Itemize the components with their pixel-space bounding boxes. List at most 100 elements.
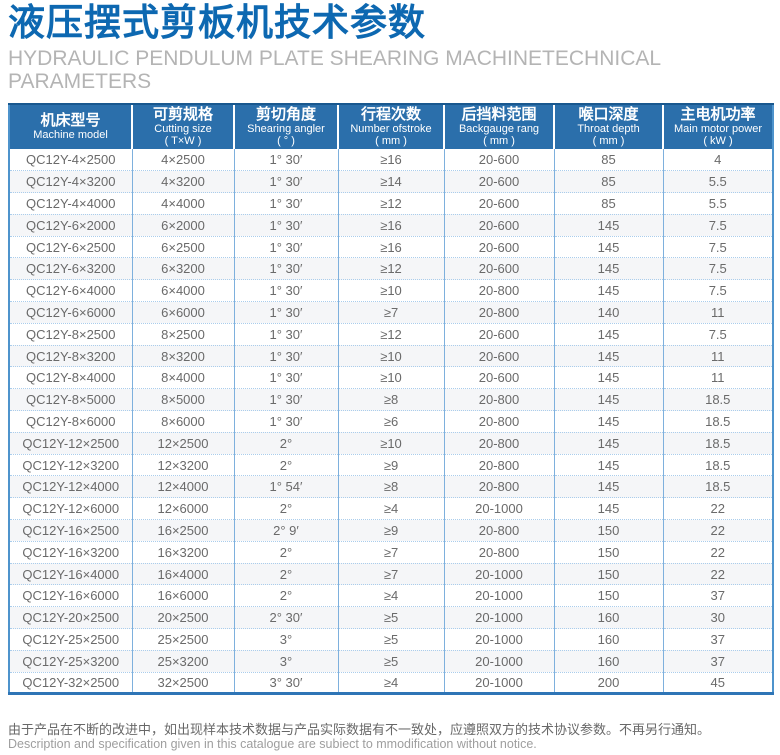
value-cell: ≥10 — [337, 366, 444, 389]
machine-model-cell: QC12Y-6×2500 — [9, 235, 132, 258]
value-cell: 2° 9′ — [233, 519, 338, 542]
value-cell: 140 — [553, 301, 663, 324]
value-cell: 160 — [553, 649, 663, 673]
column-header-cn: 喉口深度 — [578, 106, 639, 123]
value-cell: 20-600 — [443, 213, 554, 237]
table-row: QC12Y-6×6000 6×6000 1° 30′ ≥7 20-800 140 11 — [9, 301, 773, 324]
value-cell: ≥7 — [337, 562, 444, 585]
value-cell: 20-800 — [443, 301, 554, 324]
value-cell: 85 — [553, 192, 663, 215]
value-cell: 18.5 — [662, 431, 773, 455]
column-header-cn: 机床型号 — [40, 112, 101, 129]
value-cell: 1° 30′ — [233, 301, 338, 324]
value-cell: ≥6 — [337, 410, 444, 433]
value-cell: 145 — [553, 497, 663, 520]
spec-table: 机床型号 Machine model 可剪规格 Cutting size( T×W )… — [8, 103, 774, 696]
machine-model-cell: QC12Y-6×3200 — [9, 257, 132, 280]
machine-model-cell: QC12Y-12×6000 — [9, 497, 132, 520]
value-cell: 7.5 — [662, 322, 773, 346]
value-cell: 145 — [553, 388, 663, 411]
value-cell: 1° 30′ — [233, 322, 338, 346]
value-cell: 22 — [662, 519, 773, 542]
machine-model-cell: QC12Y-6×6000 — [9, 301, 132, 324]
value-cell: ≥7 — [337, 301, 444, 324]
value-cell: 145 — [553, 431, 663, 455]
value-cell: 11 — [662, 344, 773, 367]
spec-table-header: 机床型号 Machine model 可剪规格 Cutting size( T×W )… — [9, 103, 773, 149]
value-cell: 20-800 — [443, 279, 554, 302]
value-cell: 2° 30′ — [233, 606, 338, 629]
value-cell: ≥16 — [337, 235, 444, 258]
column-header-unit: ( mm ) — [592, 135, 625, 147]
machine-model-cell: QC12Y-6×4000 — [9, 279, 132, 302]
value-cell: 16×3200 — [131, 540, 234, 564]
value-cell: 8×6000 — [131, 410, 234, 433]
value-cell: 25×2500 — [131, 628, 234, 651]
page-subtitle: HYDRAULIC PENDULUM PLATE SHEARING MACHIN… — [8, 47, 661, 93]
machine-model-cell: QC12Y-8×2500 — [9, 322, 132, 346]
machine-model-cell: QC12Y-12×3200 — [9, 453, 132, 476]
value-cell: 20-1000 — [443, 671, 554, 694]
value-cell: 20-600 — [443, 235, 554, 258]
table-row: QC12Y-16×4000 16×4000 2° ≥7 20-1000 150 22 — [9, 562, 773, 585]
value-cell: 18.5 — [662, 475, 773, 498]
value-cell: ≥8 — [337, 388, 444, 411]
value-cell: 7.5 — [662, 257, 773, 280]
value-cell: ≥16 — [337, 149, 444, 171]
table-row: QC12Y-8×3200 8×3200 1° 30′ ≥10 20-600 145 11 — [9, 344, 773, 367]
value-cell: 1° 30′ — [233, 344, 338, 367]
value-cell: 3° — [233, 649, 338, 673]
machine-model-cell: QC12Y-4×4000 — [9, 192, 132, 215]
value-cell: ≥5 — [337, 649, 444, 673]
value-cell: 150 — [553, 562, 663, 585]
value-cell: 160 — [553, 628, 663, 651]
value-cell: 37 — [662, 628, 773, 651]
value-cell: 20-1000 — [443, 628, 554, 651]
value-cell: ≥12 — [337, 322, 444, 346]
value-cell: 22 — [662, 540, 773, 564]
value-cell: 2° — [233, 584, 338, 607]
value-cell: 160 — [553, 606, 663, 629]
value-cell: 20-800 — [443, 388, 554, 411]
table-row: QC12Y-4×2500 4×2500 1° 30′ ≥16 20-600 85 4 — [9, 149, 773, 171]
value-cell: 8×5000 — [131, 388, 234, 411]
value-cell: 7.5 — [662, 279, 773, 302]
value-cell: 20-1000 — [443, 649, 554, 673]
table-row: QC12Y-12×2500 12×2500 2° ≥10 20-800 145 18.5 — [9, 431, 773, 455]
column-header-cn: 后挡料范围 — [461, 106, 537, 123]
table-row: QC12Y-16×6000 16×6000 2° ≥4 20-1000 150 37 — [9, 584, 773, 607]
machine-model-cell: QC12Y-8×4000 — [9, 366, 132, 389]
value-cell: ≥10 — [337, 279, 444, 302]
machine-model-cell: QC12Y-8×5000 — [9, 388, 132, 411]
page-title: 液压摆式剪板机技术参数 — [8, 2, 426, 43]
value-cell: 1° 54′ — [233, 475, 338, 498]
column-header-unit: ( mm ) — [483, 135, 515, 147]
value-cell: 6×2000 — [131, 213, 234, 237]
value-cell: 20-600 — [443, 170, 554, 193]
machine-model-cell: QC12Y-32×2500 — [9, 671, 132, 694]
value-cell: ≥12 — [337, 257, 444, 280]
value-cell: 12×3200 — [131, 453, 234, 476]
value-cell: 22 — [662, 562, 773, 585]
value-cell: 25×3200 — [131, 649, 234, 673]
value-cell: ≥10 — [337, 431, 444, 455]
value-cell: 4 — [662, 149, 773, 171]
value-cell: 12×6000 — [131, 497, 234, 520]
value-cell: 30 — [662, 606, 773, 629]
column-header-en: Cutting size — [154, 123, 212, 135]
value-cell: 150 — [553, 540, 663, 564]
value-cell: 4×4000 — [131, 192, 234, 215]
column-header-stroke-number: 行程次数 Number ofstroke( mm ) — [337, 103, 444, 149]
column-header-en: Backgauge rang — [458, 123, 540, 135]
machine-model-cell: QC12Y-20×2500 — [9, 606, 132, 629]
value-cell: 22 — [662, 497, 773, 520]
column-header-unit: ( T×W ) — [164, 135, 202, 147]
table-row: QC12Y-12×6000 12×6000 2° ≥4 20-1000 145 22 — [9, 497, 773, 520]
value-cell: 1° 30′ — [233, 257, 338, 280]
table-row: QC12Y-6×2500 6×2500 1° 30′ ≥16 20-600 145 7.5 — [9, 235, 773, 258]
value-cell: 1° 30′ — [233, 279, 338, 302]
value-cell: 145 — [553, 453, 663, 476]
column-header-unit: ( mm ) — [375, 135, 407, 147]
value-cell: 85 — [553, 149, 663, 171]
value-cell: 20-1000 — [443, 606, 554, 629]
